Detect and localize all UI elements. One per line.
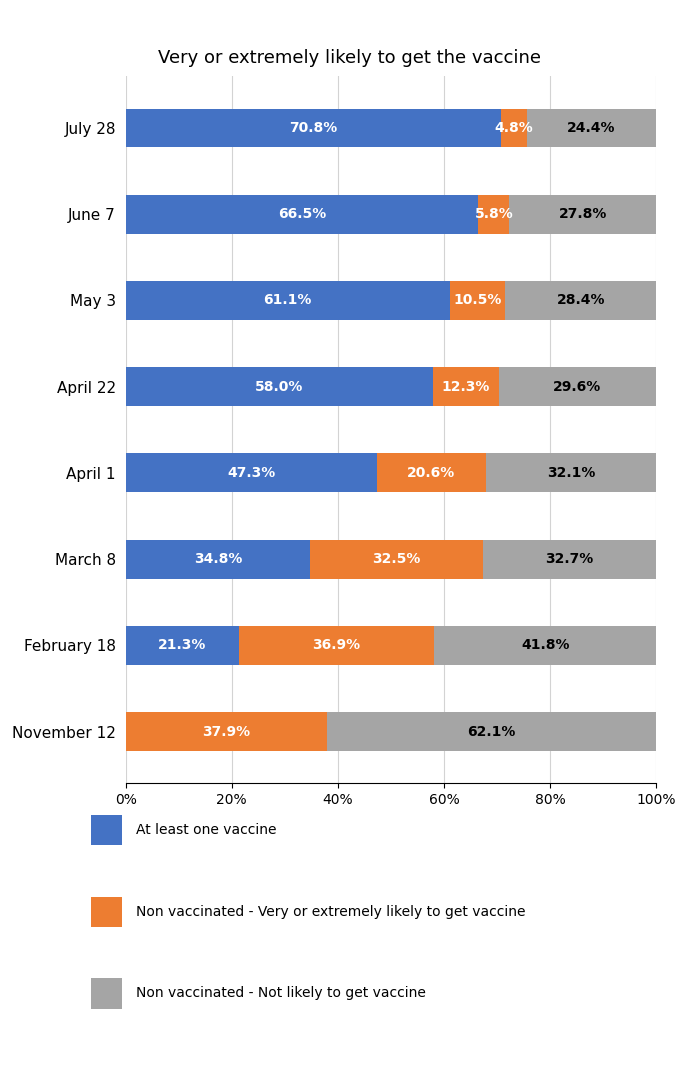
Bar [126,368,433,406]
Bar [501,109,527,147]
Text: 21.3%: 21.3% [158,639,207,653]
Bar [126,713,327,751]
Bar [434,626,656,665]
Bar [527,109,656,147]
Text: 12.3%: 12.3% [442,380,490,394]
Bar [310,540,482,579]
Bar [126,626,239,665]
Bar [498,368,655,406]
Bar [486,454,656,492]
Text: 28.4%: 28.4% [556,294,605,308]
Text: 37.9%: 37.9% [202,725,250,739]
Text: 41.8%: 41.8% [521,639,570,653]
Bar [478,195,509,234]
Bar [126,540,310,579]
Text: 36.9%: 36.9% [313,639,361,653]
Text: Very or extremely likely to get the vaccine: Very or extremely likely to get the vacc… [158,49,540,67]
Text: Non vaccinated - Very or extremely likely to get vaccine: Non vaccinated - Very or extremely likel… [136,905,526,918]
Bar [376,454,486,492]
Bar [126,454,376,492]
Text: 32.5%: 32.5% [372,552,421,566]
Text: 5.8%: 5.8% [475,207,513,221]
Text: 29.6%: 29.6% [553,380,601,394]
Bar [509,195,657,234]
Text: 4.8%: 4.8% [495,121,533,135]
Bar [505,281,656,320]
Text: 66.5%: 66.5% [278,207,326,221]
Text: 58.0%: 58.0% [255,380,304,394]
Bar [433,368,498,406]
Bar [327,713,656,751]
Text: 34.8%: 34.8% [194,552,242,566]
Text: 10.5%: 10.5% [454,294,502,308]
Text: 70.8%: 70.8% [289,121,338,135]
Text: At least one vaccine: At least one vaccine [136,824,276,837]
Bar [126,195,478,234]
Bar [450,281,505,320]
Text: 47.3%: 47.3% [227,466,275,480]
Text: 62.1%: 62.1% [467,725,516,739]
Bar [126,109,501,147]
Text: 32.7%: 32.7% [545,552,593,566]
Text: Non vaccinated - Not likely to get vaccine: Non vaccinated - Not likely to get vacci… [136,987,426,1000]
Bar [482,540,656,579]
Text: 27.8%: 27.8% [558,207,607,221]
Text: 20.6%: 20.6% [407,466,455,480]
Text: 32.1%: 32.1% [547,466,595,480]
Bar [239,626,434,665]
Text: 24.4%: 24.4% [567,121,616,135]
Text: 61.1%: 61.1% [264,294,312,308]
Bar [126,281,450,320]
